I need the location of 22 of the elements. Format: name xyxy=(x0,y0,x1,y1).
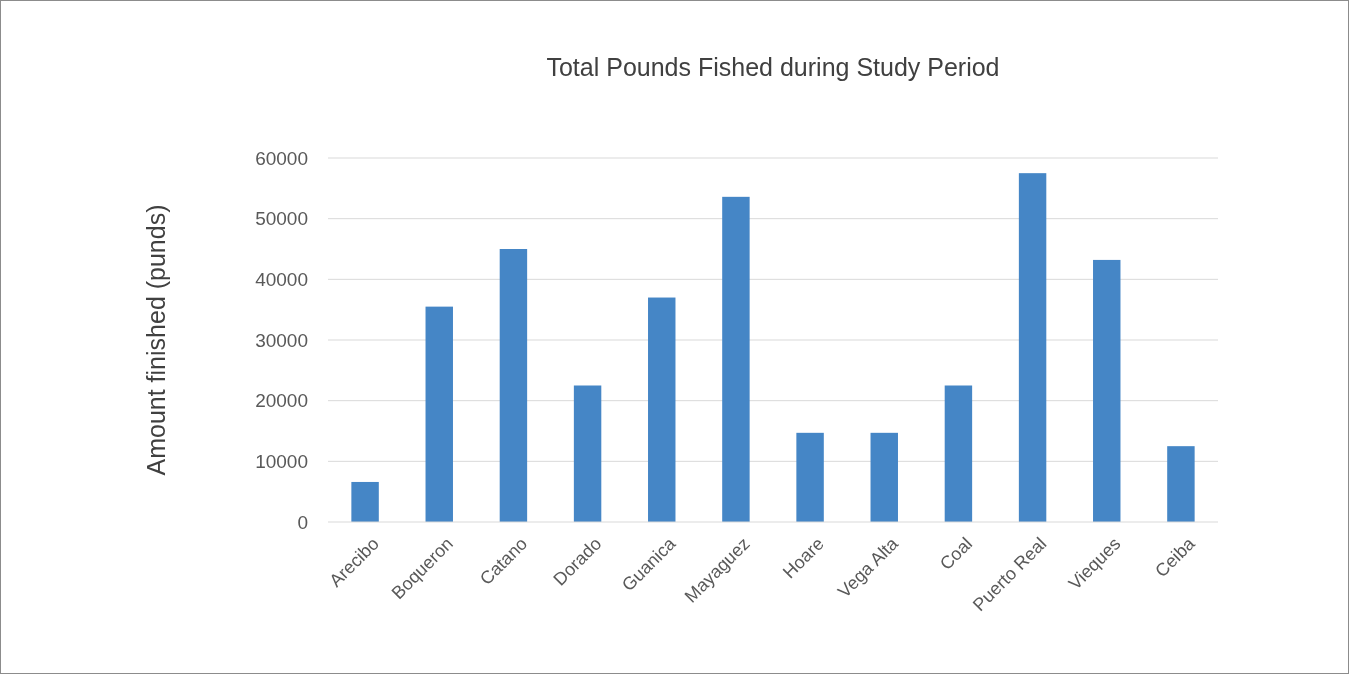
bar xyxy=(425,306,453,522)
y-tick-label: 40000 xyxy=(255,268,308,290)
y-tick-label: 20000 xyxy=(255,390,308,412)
y-tick-label: 60000 xyxy=(255,147,308,169)
bar xyxy=(1167,446,1195,522)
bar xyxy=(796,432,824,522)
y-tick-label: 50000 xyxy=(255,208,308,230)
chart-title: Total Pounds Fished during Study Period xyxy=(546,53,1000,81)
bar xyxy=(944,385,973,522)
y-tick-label: 30000 xyxy=(255,329,308,351)
bar xyxy=(573,385,602,522)
bar xyxy=(722,196,750,522)
y-tick-label: 10000 xyxy=(255,450,308,472)
bar xyxy=(870,432,898,522)
bar xyxy=(648,297,676,522)
bar xyxy=(1018,173,1047,522)
bar xyxy=(1093,259,1121,522)
bar xyxy=(351,481,379,522)
x-tick-label: Vega Alta xyxy=(834,532,903,602)
y-axis-title: Amount finished (punds) xyxy=(142,204,170,476)
y-tick-label: 0 xyxy=(297,511,308,533)
bar xyxy=(499,249,528,522)
